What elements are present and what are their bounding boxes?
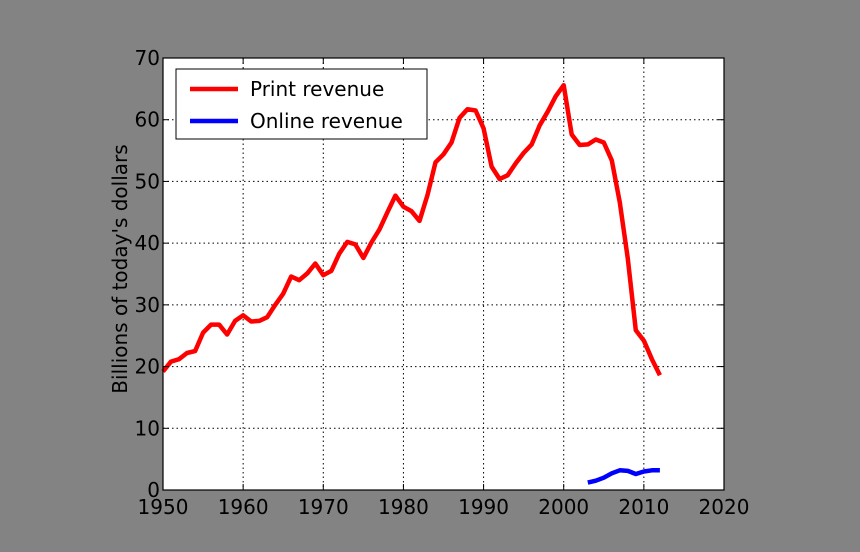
legend-label-print: Print revenue <box>250 77 384 101</box>
legend: Print revenue Online revenue <box>175 68 428 140</box>
x-tick-label: 1960 <box>218 495 269 519</box>
y-tick-label: 0 <box>147 478 160 502</box>
y-tick-label: 60 <box>135 108 160 132</box>
legend-label-online: Online revenue <box>250 109 403 133</box>
y-tick-label: 40 <box>135 231 160 255</box>
x-tick-label: 2020 <box>699 495 750 519</box>
plot-frame <box>162 57 725 491</box>
series-line-online-revenue <box>587 468 660 485</box>
x-tick-label: 1970 <box>298 495 349 519</box>
x-tick-label: 2000 <box>538 495 589 519</box>
series-layer <box>161 82 662 485</box>
y-tick-label: 70 <box>135 46 160 70</box>
series-line-print-revenue <box>161 82 662 377</box>
x-tick-labels: 1950 1960 1970 1980 1990 2000 2010 2020 <box>138 495 750 519</box>
x-tick-label: 1990 <box>458 495 509 519</box>
legend-box <box>175 68 428 140</box>
y-tick-label: 50 <box>135 169 160 193</box>
y-tick-label: 10 <box>135 416 160 440</box>
x-tick-label: 2010 <box>618 495 669 519</box>
y-tick-labels: 0 10 20 30 40 50 60 70 <box>135 46 160 502</box>
x-tick-label: 1980 <box>378 495 429 519</box>
y-tick-label: 20 <box>135 355 160 379</box>
y-tick-label: 30 <box>135 293 160 317</box>
tick-marks <box>162 57 725 491</box>
y-axis-label: Billions of today's dollars <box>108 144 132 393</box>
x-tick-label: 1950 <box>138 495 189 519</box>
